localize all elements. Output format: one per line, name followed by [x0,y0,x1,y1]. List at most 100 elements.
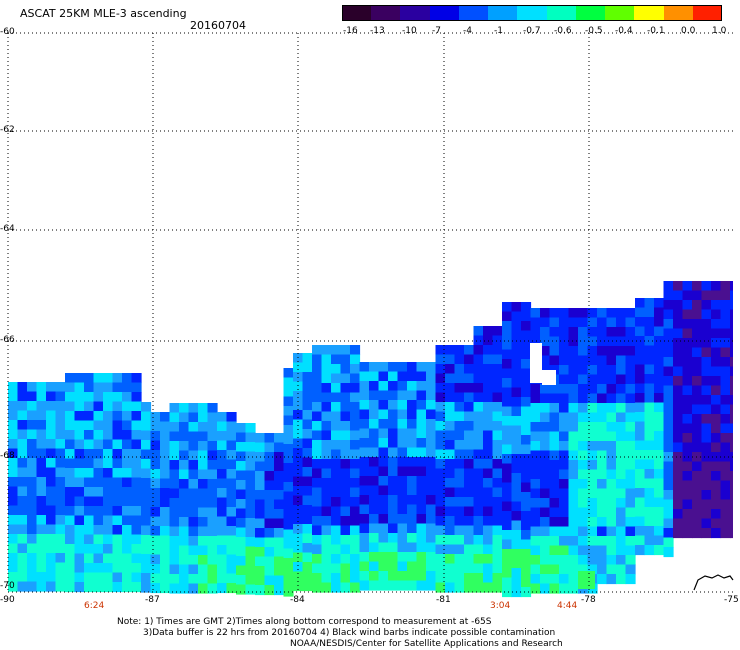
data-cell [283,501,294,512]
data-cell [359,362,370,373]
data-cell [65,563,76,574]
data-cell [711,499,722,510]
data-cell [388,571,399,582]
data-cell [502,378,513,389]
data-cell [36,553,47,564]
data-cell [93,439,104,450]
data-cell [625,545,636,556]
data-cell [36,572,47,583]
data-cell [426,476,437,487]
data-cell [150,516,161,527]
data-cell [616,479,627,490]
data-cell [264,509,275,520]
data-cell [217,554,228,565]
data-cell [312,468,323,479]
data-cell [36,581,47,592]
data-cell [416,400,427,411]
data-cell [112,496,123,507]
data-cell [283,558,294,569]
data-cell [663,499,674,510]
data-cell [701,395,712,406]
data-cell [112,420,123,431]
data-cell [27,515,38,526]
data-cell [160,412,171,423]
data-cell [464,563,475,574]
data-cell [464,411,475,422]
data-cell [255,566,266,577]
data-cell [359,428,370,439]
data-cell [559,431,570,442]
data-cell [350,440,361,451]
data-cell [179,564,190,575]
data-cell [454,449,465,460]
data-cell [198,507,209,518]
data-cell [27,486,38,497]
data-cell [264,537,275,548]
data-cell [445,544,456,555]
data-cell [711,290,722,301]
data-cell [673,480,684,491]
data-cell [549,545,560,556]
data-cell [388,438,399,449]
data-cell [274,490,285,501]
data-cell [207,517,218,528]
data-cell [179,431,190,442]
data-cell [445,554,456,565]
data-cell [245,432,256,443]
data-cell [321,506,332,517]
data-cell [483,506,494,517]
data-cell [378,419,389,430]
data-cell [160,516,171,527]
data-cell [597,365,608,376]
data-cell [27,382,38,393]
data-cell [122,572,133,583]
data-cell [112,392,123,403]
data-cell [625,374,636,385]
data-cell [606,460,617,471]
data-cell [255,537,266,548]
data-cell [720,499,731,510]
data-cell [150,469,161,480]
data-cell [473,326,484,337]
data-cell [483,544,494,555]
data-cell [407,495,418,506]
data-cell [578,393,589,404]
data-cell [426,438,437,449]
data-cell [217,431,228,442]
data-cell [701,309,712,320]
data-cell [711,518,722,529]
data-cell [682,385,693,396]
data-cell [397,400,408,411]
data-cell [540,327,551,338]
data-cell [359,514,370,525]
data-cell [8,391,19,402]
data-cell [464,459,475,470]
data-cell [568,346,579,357]
data-cell [226,535,237,546]
data-cell [179,583,190,594]
data-cell [445,440,456,451]
data-cell [654,364,665,375]
data-cell [682,300,693,311]
data-cell [416,561,427,572]
data-cell [74,382,85,393]
data-cell [388,552,399,563]
data-cell [635,355,646,366]
data-cell [568,555,579,566]
edge-clear [733,280,740,600]
data-cell [198,469,209,480]
data-cell [540,403,551,414]
data-cell [169,517,180,528]
data-cell [654,545,665,556]
data-cell [388,428,399,439]
data-cell [274,442,285,453]
data-cell [293,429,304,440]
data-cell [93,373,104,384]
data-cell [226,421,237,432]
data-cell [606,564,617,575]
data-cell [283,539,294,550]
data-cell [369,371,380,382]
data-cell [549,355,560,366]
data-cell [112,468,123,479]
data-cell [540,517,551,528]
